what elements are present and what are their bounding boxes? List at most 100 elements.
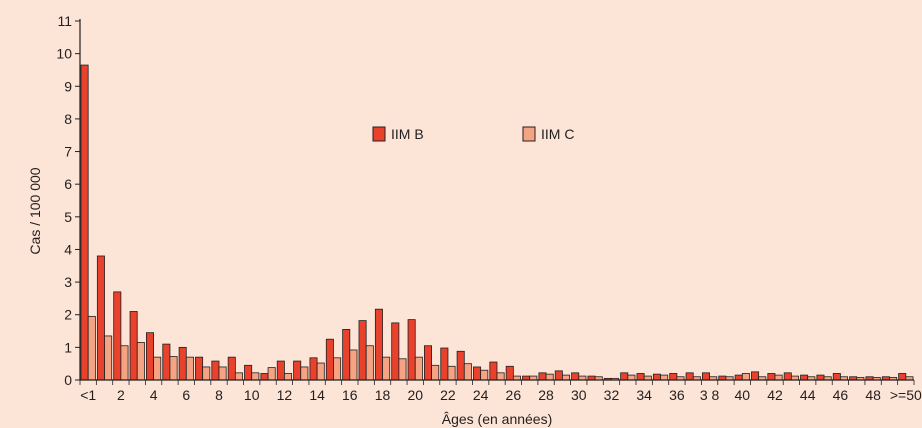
bar-iim-c-20 (414, 356, 423, 381)
x-tick-label: 34 (636, 387, 652, 403)
y-tick-label: 4 (64, 241, 72, 257)
x-tick-label: 8 (215, 387, 223, 403)
bar-iim-b-1 (96, 255, 105, 381)
x-tick-label: <1 (80, 387, 96, 403)
bar-iim-b-44 (800, 374, 809, 381)
x-tick-label: 6 (182, 387, 190, 403)
x-tick-label: >=50 (890, 387, 922, 403)
x-tick-label: 14 (309, 387, 325, 403)
bar-iim-c-6 (185, 356, 194, 381)
bar-iim-b-38 (701, 372, 710, 381)
x-tick-label: 18 (375, 387, 391, 403)
x-tick-label: 3 8 (700, 387, 720, 403)
bar-iim-c-33 (627, 374, 636, 381)
bar-iim-b-21 (423, 345, 432, 381)
bar-iim-b-7 (195, 356, 204, 381)
bar-iim-b-23 (456, 350, 465, 381)
bar-iim-c-19 (398, 358, 407, 381)
bar-iim-b-42 (767, 373, 776, 381)
bar-iim-c-40 (741, 373, 750, 381)
bar-iim-b-24 (473, 366, 482, 381)
bar-iim-b-50 (898, 373, 907, 381)
bar-iim-c-42 (774, 374, 783, 381)
bar-iim-c-29 (562, 374, 571, 381)
x-tick-label: 10 (244, 387, 260, 403)
bar-iim-b-22 (440, 347, 449, 381)
bar-iim-c-17 (365, 345, 374, 381)
bar-iim-c-5 (169, 356, 178, 381)
bar-iim-b-4 (145, 332, 154, 381)
x-tick-label: 12 (277, 387, 293, 403)
y-tick-label: 11 (57, 13, 72, 29)
bar-iim-b-14 (309, 357, 318, 381)
x-axis-title: Âges (en années) (442, 411, 553, 427)
y-tick-label: 1 (64, 339, 72, 355)
bar-iim-b-16 (342, 329, 351, 381)
y-tick-label: 6 (64, 176, 72, 192)
bar-iim-b-46 (832, 373, 841, 381)
bar-iim-c-11 (267, 367, 276, 381)
bar-iim-b-43 (783, 372, 792, 381)
bar-iim-b-36 (669, 373, 678, 381)
bar-iim-b-11 (260, 373, 269, 381)
x-tick-label: 24 (473, 387, 489, 403)
x-tick-label: 30 (571, 387, 587, 403)
bar-iim-b-19 (391, 322, 400, 381)
bar-iim-b-37 (685, 372, 694, 381)
bar-iim-c-12 (284, 373, 293, 381)
x-tick-label: 44 (800, 387, 816, 403)
bar-iim-c-35 (660, 374, 669, 381)
x-tick-label: 40 (735, 387, 751, 403)
bar-iim-c-2 (120, 345, 129, 381)
legend-label-iim-b: IIM B (391, 126, 424, 142)
x-tick-label: 4 (150, 387, 158, 403)
bar-iim-b-5 (162, 343, 171, 381)
bar-iim-b-8 (211, 360, 220, 381)
x-tick-label: 22 (440, 387, 456, 403)
y-tick-label: 8 (64, 111, 72, 127)
bar-iim-b-41 (751, 371, 760, 381)
bar-iim-b-34 (636, 373, 645, 381)
y-tick-label: 7 (64, 144, 72, 160)
bar-iim-c-1 (104, 335, 113, 381)
x-tick-label: 26 (506, 387, 522, 403)
x-tick-label: 36 (669, 387, 685, 403)
bar-iim-b-2 (113, 291, 122, 381)
bar-iim-b-26 (505, 365, 514, 381)
y-tick-label: 10 (56, 46, 72, 62)
bar-iim-b-25 (489, 361, 498, 381)
bar-iim-c-3 (136, 342, 145, 381)
bar-iim-c-9 (234, 372, 243, 381)
bar-iim-b-6 (178, 346, 187, 381)
y-tick-label: 9 (64, 78, 72, 94)
bar-iim-c-25 (496, 372, 505, 381)
bar-iim-c-4 (153, 356, 162, 381)
bar-iim-c-13 (300, 366, 309, 381)
bar-iim-b-20 (407, 319, 416, 381)
legend-swatch-iim-c (522, 126, 536, 142)
bar-iim-c-28 (545, 373, 554, 381)
bar-iim-c-7 (202, 366, 211, 381)
bar-iim-c-8 (218, 366, 227, 381)
y-tick-label: 3 (64, 274, 72, 290)
bar-iim-c-14 (316, 362, 325, 381)
bar-iim-c-0 (87, 315, 96, 381)
bar-iim-b-12 (276, 360, 285, 381)
bar-iim-b-17 (358, 320, 367, 381)
y-tick-label: 2 (64, 307, 72, 323)
legend: IIM B IIM C (372, 126, 574, 142)
legend-swatch-iim-b (372, 126, 386, 142)
bar-iim-c-21 (431, 364, 440, 381)
bar-iim-b-15 (325, 338, 334, 381)
bar-iim-c-16 (349, 349, 358, 381)
x-axis: <1 2 4 6 8 10 12 14 16 18 20 22 24 26 28 30 32 34 36 3 8 40 4… (79, 379, 922, 403)
x-tick-label: 32 (604, 387, 620, 403)
bar-iim-b-45 (816, 374, 825, 381)
bar-iim-c-24 (480, 369, 489, 381)
bar-iim-b-3 (129, 311, 138, 381)
bar-iim-c-22 (447, 365, 456, 381)
bar-iim-b-18 (374, 308, 383, 381)
y-axis: 0 1 2 3 4 5 6 7 8 9 10 11 (56, 13, 81, 388)
x-tick-label: 2 (117, 387, 125, 403)
bar-iim-b-40 (734, 374, 743, 381)
